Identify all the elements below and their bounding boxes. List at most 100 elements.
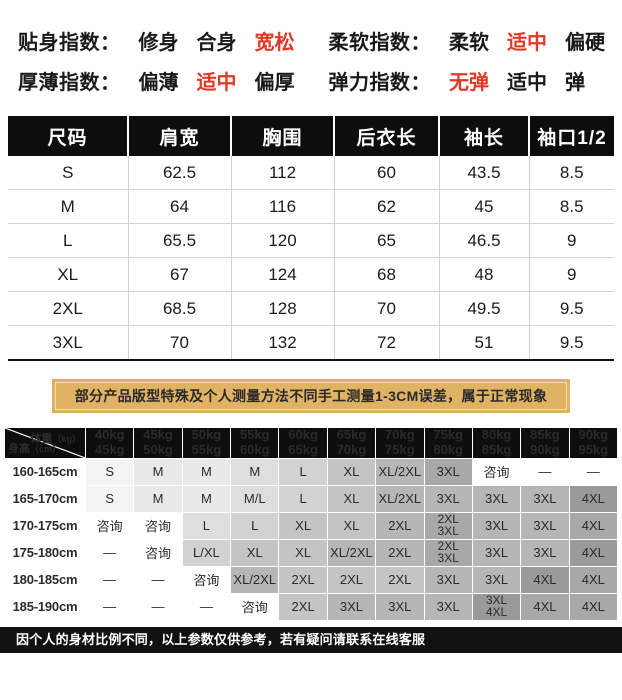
measurement-cell: 132 <box>231 325 335 361</box>
measurement-cell: 8.5 <box>529 156 614 190</box>
weight-column-header-2: 50kg 55kg <box>181 427 232 459</box>
measurement-cell: 67 <box>128 257 232 292</box>
size-recommendation-cell: XL <box>326 511 377 540</box>
measurement-header-4: 袖长 <box>439 116 530 156</box>
measurement-table-body: S 62.5 112 60 43.5 8.5 M 64 116 62 45 8.5 L 65.5 120 65… <box>8 156 614 361</box>
size-recommendation-cell: XL <box>326 457 377 486</box>
size-recommendation-cell: — <box>520 457 570 486</box>
weight-column-header-0: 40kg 45kg <box>84 427 135 459</box>
size-recommendation-cell: — <box>84 538 135 567</box>
height-row-header: 175-180cm <box>4 538 86 567</box>
measurement-cell: 70 <box>334 291 440 326</box>
size-recommendation-cell: 4XL <box>520 592 570 621</box>
size-recommendation-cell: 3XL <box>375 592 425 621</box>
weight-column-header-6: 70kg 75kg <box>375 427 425 459</box>
size-recommendation-cell: M <box>133 457 183 486</box>
size-recommendation-cell: — <box>133 565 183 594</box>
size-recommendation-cell: 2XL <box>375 538 425 567</box>
size-recommendation-cell: M/L <box>230 484 280 513</box>
size-recommendation-cell: 2XL <box>278 592 328 621</box>
size-label-cell: M <box>8 189 129 224</box>
measurement-cell: 116 <box>231 189 335 224</box>
size-recommendation-cell: — <box>84 565 135 594</box>
fabric-index-block: 贴身指数： 修身 合身 宽松 柔软指数： 柔软 适中 偏硬 厚薄指数： 偏薄 适… <box>0 0 622 116</box>
size-recommendation-cell: 2XL 3XL <box>423 511 473 540</box>
measurement-cell: 48 <box>439 257 530 292</box>
recommendation-row: 165-170cm S M M M/L L XL XL/2XL 3XL 3XL 3XL 4XL <box>4 484 619 513</box>
measurement-row: L 65.5 120 65 46.5 9 <box>8 223 614 258</box>
measurement-cell: 128 <box>231 291 335 326</box>
size-recommendation-cell: — <box>181 592 232 621</box>
measurement-cell: 70 <box>128 325 232 361</box>
measurement-cell: 49.5 <box>439 291 530 326</box>
size-recommendation-cell: 3XL <box>423 457 473 486</box>
measurement-cell: 51 <box>439 325 530 361</box>
measurement-cell: 9 <box>529 257 614 292</box>
softness-option-1-selected: 适中 <box>507 32 547 54</box>
measurement-tolerance-notice: 部分产品版型特殊及个人测量方法不同手工测量1-3CM误差，属于正常现象 <box>52 379 570 413</box>
measurement-header-0: 尺码 <box>8 116 129 156</box>
weight-axis-label: 体重（kg） <box>30 433 81 445</box>
measurement-cell: 43.5 <box>439 156 530 190</box>
size-recommendation-cell: 咨询 <box>133 538 183 567</box>
softness-option-0: 柔软 <box>449 32 489 54</box>
measurement-cell: 62.5 <box>128 156 232 190</box>
size-recommendation-cell: — <box>84 592 135 621</box>
measurement-cell: 9.5 <box>529 325 614 361</box>
thickness-index-group: 厚薄指数： 偏薄 适中 偏厚 <box>18 66 295 95</box>
measurement-cell: 46.5 <box>439 223 530 258</box>
size-recommendation-cell: 3XL <box>471 565 522 594</box>
size-recommendation-cell: 3XL <box>471 511 522 540</box>
size-label-cell: 3XL <box>8 325 129 361</box>
elasticity-index-label: 弹力指数： <box>328 72 431 94</box>
elasticity-option-2: 弹 <box>565 72 585 94</box>
weight-column-header-10: 90kg 95kg <box>568 427 619 459</box>
size-recommendation-cell: 4XL <box>520 565 570 594</box>
thickness-option-2: 偏厚 <box>254 72 295 94</box>
measurement-row: 3XL 70 132 72 51 9.5 <box>8 325 614 361</box>
fit-option-2-selected: 宽松 <box>254 32 295 54</box>
recommendation-body: 160-165cm S M M M L XL XL/2XL 3XL 咨询 — —165-170cm S M… <box>4 457 619 621</box>
fit-index-group: 贴身指数： 修身 合身 宽松 <box>18 26 295 55</box>
size-recommendation-cell: — <box>568 457 619 486</box>
size-recommendation-cell: 4XL <box>568 511 619 540</box>
measurement-header-2: 胸围 <box>231 116 335 156</box>
size-recommendation-cell: XL <box>278 511 328 540</box>
notice-text: 部分产品版型特殊及个人测量方法不同手工测量1-3CM误差，属于正常现象 <box>55 382 567 410</box>
measurement-cell: 124 <box>231 257 335 292</box>
size-recommendation-cell: L <box>278 484 328 513</box>
height-row-header: 165-170cm <box>4 484 86 513</box>
size-recommendation-cell: 3XL <box>423 565 473 594</box>
softness-index-group: 柔软指数： 柔软 适中 偏硬 <box>329 26 606 55</box>
measurement-cell: 65.5 <box>128 223 232 258</box>
size-recommendation-cell: 3XL <box>471 538 522 567</box>
size-recommendation-cell: 咨询 <box>84 511 135 540</box>
size-recommendation-cell: L <box>181 511 232 540</box>
size-recommendation-cell: 3XL <box>520 484 570 513</box>
measurement-table-wrapper: 尺码 肩宽 胸围 后衣长 袖长 袖口1/2 S 62.5 112 60 43.5 8.5 M 64 116… <box>0 116 622 361</box>
size-label-cell: XL <box>8 257 129 292</box>
height-row-header: 185-190cm <box>4 592 86 621</box>
size-recommendation-cell: 4XL <box>568 565 619 594</box>
thickness-option-0: 偏薄 <box>138 72 179 94</box>
size-recommendation-cell: L <box>230 511 280 540</box>
recommendation-row: 160-165cm S M M M L XL XL/2XL 3XL 咨询 — — <box>4 457 619 486</box>
measurement-table: 尺码 肩宽 胸围 后衣长 袖长 袖口1/2 S 62.5 112 60 43.5 8.5 M 64 116… <box>8 116 614 361</box>
size-recommendation-cell: 4XL <box>568 592 619 621</box>
size-recommendation-cell: 3XL <box>326 592 377 621</box>
disclaimer-footer: 因个人的身材比例不同，以上参数仅供参考，若有疑问请联系在线客服 <box>0 626 622 653</box>
size-recommendation-cell: M <box>230 457 280 486</box>
size-recommendation-cell: XL <box>326 484 377 513</box>
weight-column-header-5: 65kg 70kg <box>326 427 377 459</box>
recommendation-head: 体重（kg） 身高（cm） 40kg 45kg 45kg 50kg 50kg 55kg 55… <box>4 427 619 459</box>
size-recommendation-cell: 3XL <box>423 592 473 621</box>
measurement-cell: 62 <box>334 189 440 224</box>
size-recommendation-cell: — <box>133 592 183 621</box>
height-row-header: 170-175cm <box>4 511 86 540</box>
size-recommendation-cell: S <box>84 457 135 486</box>
recommendation-row: 170-175cm 咨询 咨询 L L XL XL 2XL 2XL 3XL 3XL 3XL 4XL <box>4 511 619 540</box>
size-recommendation-cell: 3XL <box>520 511 570 540</box>
softness-index-label: 柔软指数： <box>328 32 431 54</box>
height-axis-label: 身高（cm） <box>8 442 62 455</box>
measurement-row: 2XL 68.5 128 70 49.5 9.5 <box>8 291 614 326</box>
